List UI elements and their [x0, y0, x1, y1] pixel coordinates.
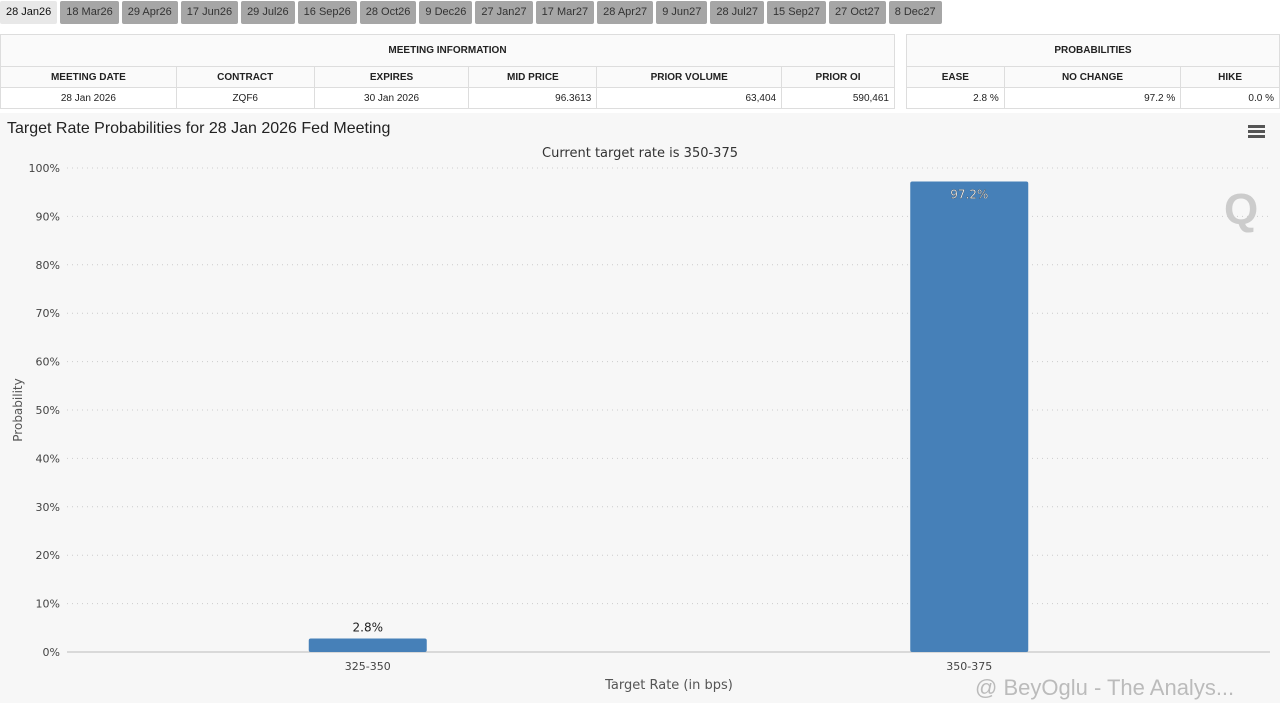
y-tick-label: 90%	[36, 210, 60, 223]
header-0: MEETING DATE	[0, 66, 177, 88]
cell-0: 28 Jan 2026	[0, 87, 177, 109]
menu-icon[interactable]	[1248, 125, 1265, 138]
cell-0: 2.8 %	[906, 87, 1005, 109]
watermark: @ BeyOglu - The Analys...	[975, 675, 1235, 700]
cell-3: 96.3613	[468, 87, 598, 109]
x-tick-label: 350-375	[946, 660, 992, 673]
y-tick-label: 100%	[29, 162, 60, 175]
meeting-tabs: 28 Jan26 18 Mar26 29 Apr26 17 Jun26 29 Jul26…	[0, 1, 942, 24]
tab-7[interactable]: 9 Dec26	[419, 1, 473, 24]
y-tick-label: 50%	[36, 404, 60, 417]
meeting-info-title: MEETING INFORMATION	[0, 34, 895, 67]
x-axis-title: Target Rate (in bps)	[604, 678, 733, 693]
cell-2: 30 Jan 2026	[313, 87, 470, 109]
tab-15[interactable]: 8 Dec27	[888, 1, 942, 24]
tab-4[interactable]: 29 Jul26	[241, 1, 295, 24]
tab-9[interactable]: 17 Mar27	[535, 1, 595, 24]
data-label: 2.8%	[353, 620, 384, 634]
tab-3[interactable]: 17 Jun26	[180, 1, 239, 24]
cell-2: 0.0 %	[1180, 87, 1280, 109]
meeting-info-table: MEETING INFORMATION MEETING DATE CONTRACT…	[0, 34, 895, 109]
cell-4: 63,404	[596, 87, 783, 109]
logo-icon: Q	[1224, 185, 1259, 234]
data-label: 97.2%	[950, 188, 988, 202]
y-tick-label: 0%	[43, 646, 60, 659]
tab-0[interactable]: 28 Jan26	[0, 1, 58, 24]
chart-svg: Current target rate is 350-375 0% 10% 20% 30…	[11, 146, 1270, 693]
x-tick-label: 325-350	[345, 660, 391, 673]
header-2: HIKE	[1180, 66, 1280, 88]
tab-5[interactable]: 16 Sep26	[297, 1, 357, 24]
chart-title: Target Rate Probabilities for 28 Jan 202…	[7, 120, 391, 137]
tab-10[interactable]: 28 Apr27	[597, 1, 654, 24]
header-4: PRIOR VOLUME	[596, 66, 783, 88]
chart: Target Rate Probabilities for 28 Jan 202…	[0, 113, 1280, 703]
cell-5: 590,461	[781, 87, 895, 109]
bar-325-350	[308, 638, 427, 652]
y-tick-label: 20%	[36, 549, 60, 562]
tab-13[interactable]: 15 Sep27	[766, 1, 827, 24]
header-2: EXPIRES	[313, 66, 470, 88]
cell-1: 97.2 %	[1003, 87, 1182, 109]
header-1: NO CHANGE	[1003, 66, 1182, 88]
tab-12[interactable]: 28 Jul27	[710, 1, 764, 24]
header-0: EASE	[906, 66, 1005, 88]
bar-350-375	[910, 181, 1029, 652]
y-tick-label: 30%	[36, 501, 60, 514]
tab-6[interactable]: 28 Oct26	[359, 1, 417, 24]
y-axis-title: Probability	[11, 378, 25, 441]
probabilities-title: PROBABILITIES	[906, 34, 1280, 67]
y-tick-label: 80%	[36, 259, 60, 272]
tab-11[interactable]: 9 Jun27	[656, 1, 708, 24]
header-3: MID PRICE	[468, 66, 598, 88]
y-tick-label: 10%	[36, 598, 60, 611]
y-tick-label: 40%	[36, 452, 60, 465]
cell-1: ZQF6	[175, 87, 315, 109]
tab-2[interactable]: 29 Apr26	[121, 1, 178, 24]
probabilities-table: PROBABILITIES EASE NO CHANGE HIKE 2.8 % 97.2…	[906, 34, 1280, 109]
tab-14[interactable]: 27 Oct27	[829, 1, 886, 24]
tab-8[interactable]: 27 Jan27	[475, 1, 533, 24]
y-tick-label: 70%	[36, 307, 60, 320]
tab-1[interactable]: 18 Mar26	[60, 1, 119, 24]
y-tick-label: 60%	[36, 356, 60, 369]
chart-subtitle: Current target rate is 350-375	[542, 146, 738, 161]
header-1: CONTRACT	[175, 66, 315, 88]
header-5: PRIOR OI	[781, 66, 895, 88]
